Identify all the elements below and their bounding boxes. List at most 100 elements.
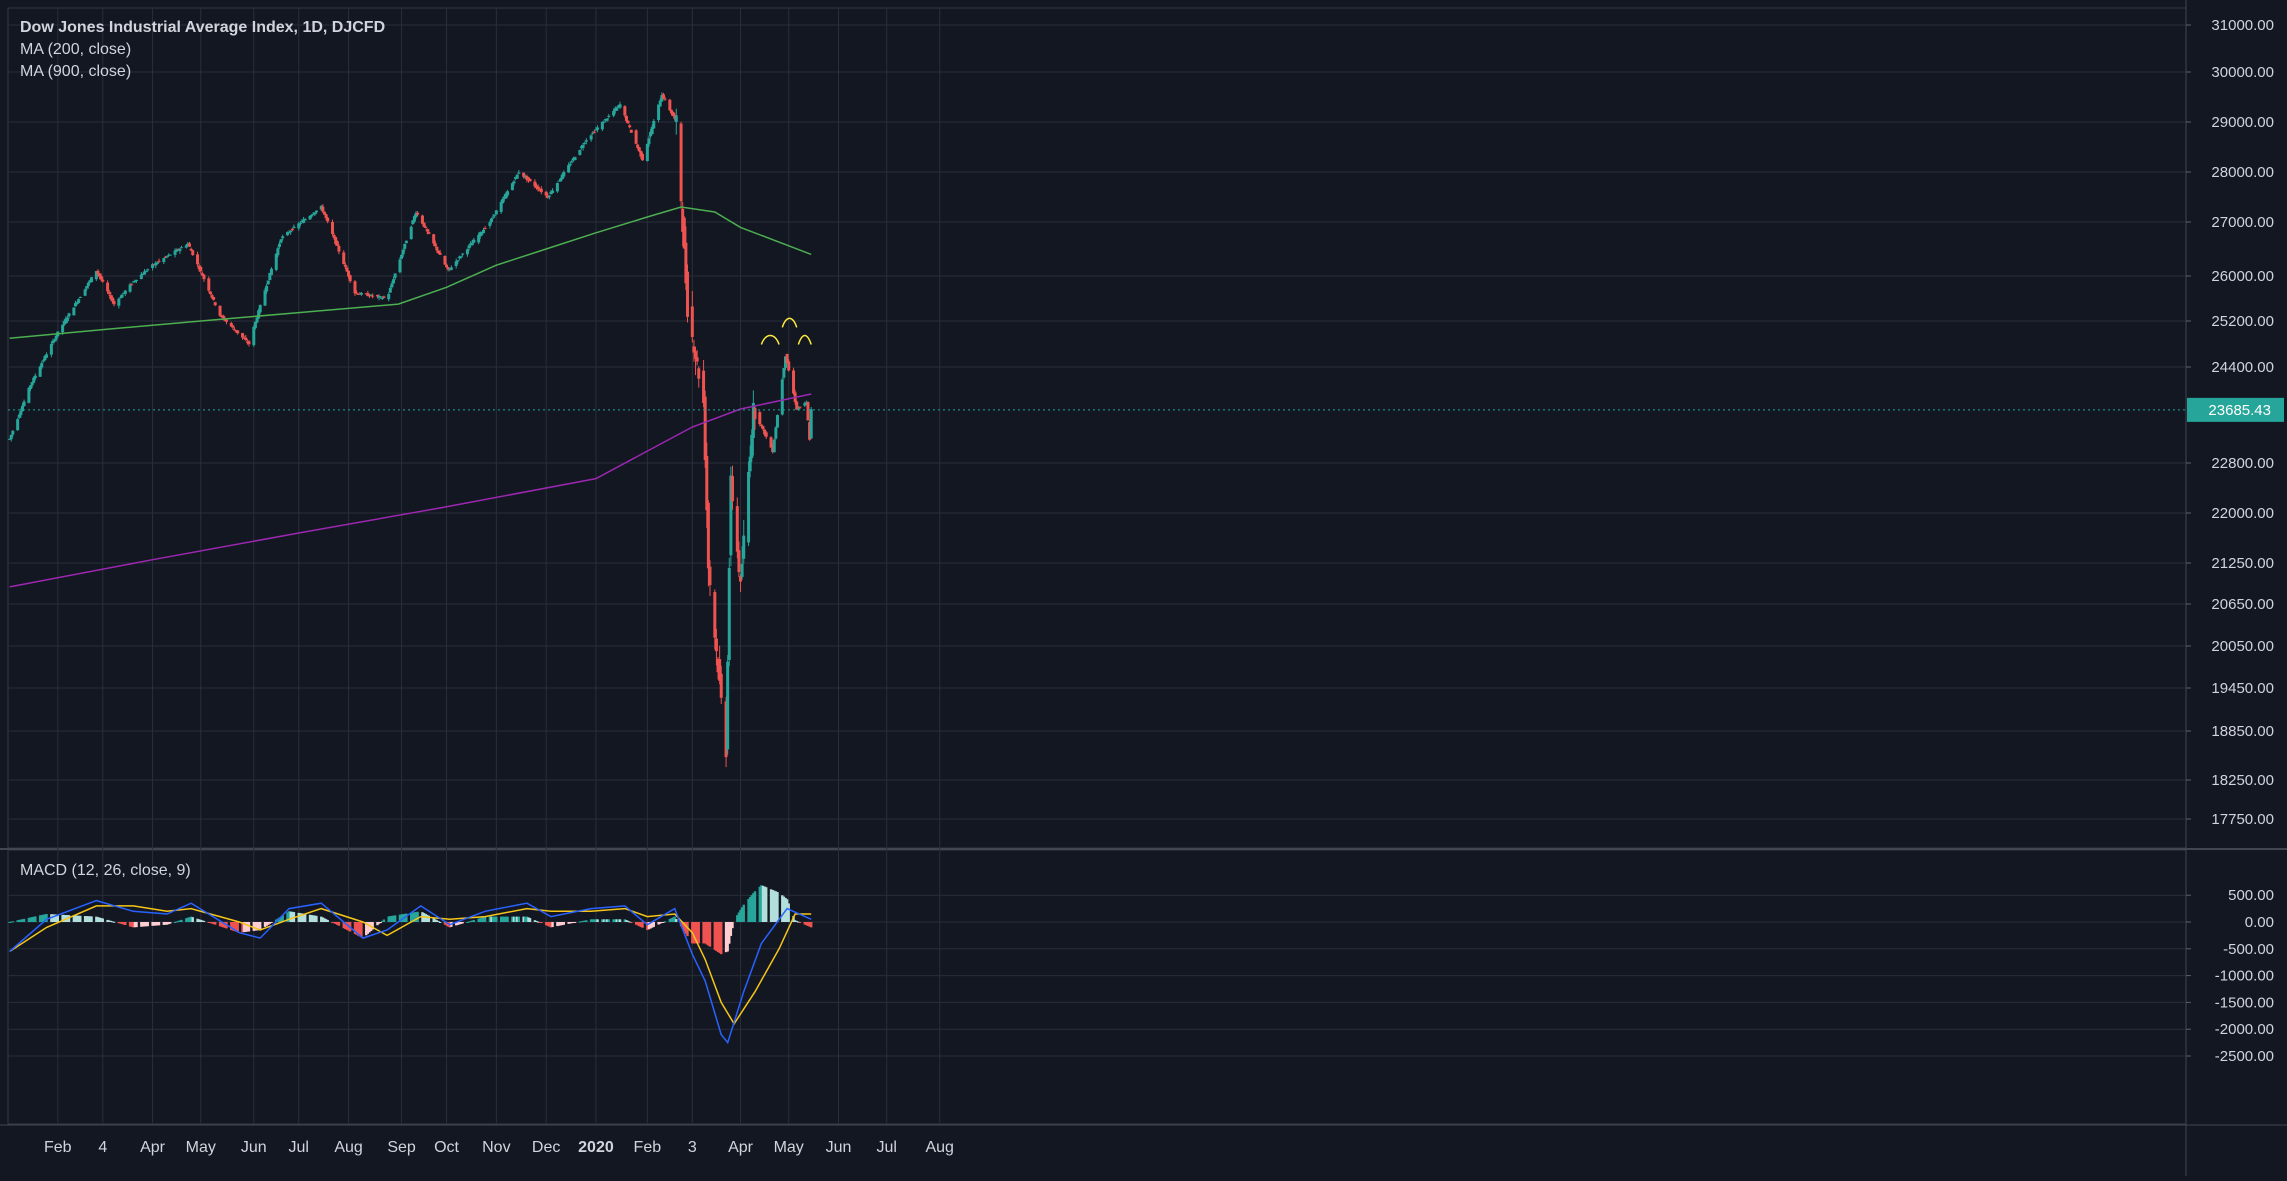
candle [692,339,696,362]
candle-body [456,260,460,262]
candle-body [83,289,87,296]
macd-histogram-bar [533,920,537,922]
macd-histogram-bar [469,921,472,923]
candle [724,696,728,768]
macd-histogram-bar [128,922,132,927]
candle-body [234,329,238,332]
candle-body [782,368,786,378]
macd-histogram-bar [188,917,191,922]
candle [308,215,312,220]
macd-histogram-bar [214,922,217,925]
candle-body [702,370,706,403]
candle [191,249,195,256]
candle [290,227,294,232]
candle-body [483,228,487,230]
macd-histogram-bar [771,889,774,922]
candle [624,115,628,123]
candle [94,270,98,281]
candle [422,222,426,228]
time-axis-label: Oct [434,1139,459,1156]
macd-histogram-bar [658,922,662,924]
macd-histogram-bar [753,891,757,922]
macd-histogram-bar [808,922,811,927]
candle-body [491,216,495,218]
time-axis-label: 2020 [578,1139,614,1156]
candle-body [647,138,651,145]
time-axis-label: Sep [387,1139,416,1156]
macd-histogram-bar [663,921,667,923]
candle [544,190,548,198]
macd-histogram-bar [77,915,80,922]
candle [43,354,47,362]
candle [253,321,257,330]
candle-body [607,115,611,117]
candle-body [112,301,116,305]
candle-body [792,370,796,394]
candle [477,232,481,245]
candle [708,560,712,597]
candle-body [61,324,65,333]
price-axis-label: 28000.00 [2211,164,2274,181]
macd-histogram-bar [434,919,437,922]
macd-histogram-bar [242,922,246,933]
macd-histogram-bar [202,920,206,922]
candle [493,214,497,218]
candle [75,301,79,306]
candle-body [168,254,172,256]
candle [207,276,211,293]
macd-histogram-bar [614,919,617,922]
candle-body [245,341,249,343]
macd-histogram-bar [758,886,761,922]
macd-histogram-bar [527,917,530,922]
price-axis-label: 27000.00 [2211,214,2274,231]
candle [364,292,368,295]
candle-body [559,178,563,182]
price-axis-label: 20650.00 [2211,596,2274,613]
candle-body [388,287,392,293]
macd-histogram-bar [321,917,325,922]
candle-body [652,120,656,129]
candle-body [64,318,68,324]
macd-histogram-bar [315,915,318,922]
macd-histogram-bar [472,920,476,922]
candle [96,269,100,277]
candle [571,156,575,162]
candle-body [366,293,370,297]
time-axis-label: Jun [826,1139,852,1156]
candle [281,234,285,241]
candle-body [671,112,675,117]
candle [674,108,678,135]
macd-histogram-bar [279,916,283,922]
macd-histogram-bar [736,915,739,922]
candle [581,142,585,151]
macd-histogram-bar [355,922,358,935]
candle [335,240,339,246]
candle-body [465,249,469,255]
candle-body [645,143,649,162]
price-axis-label: 29000.00 [2211,114,2274,131]
candle-body [404,240,408,244]
macd-histogram-bar [594,919,598,922]
candle [287,229,291,234]
candle [189,247,193,251]
candle-body [220,316,224,318]
candle [769,436,773,448]
macd-histogram-bar [337,922,341,926]
candle-body [549,191,553,195]
macd-histogram-bar [583,920,586,922]
time-axis-label: Nov [482,1139,510,1156]
macd-histogram-bar [649,922,652,929]
macd-histogram-bar [557,922,561,926]
macd-histogram-bar [263,922,267,927]
candle [322,211,326,215]
macd-histogram-bar [312,915,315,922]
candle [176,248,180,251]
candle-body [785,353,789,364]
candle [461,253,465,257]
candle-body [313,212,317,215]
candle-body [771,445,775,453]
candle-body [173,250,177,255]
candle [146,268,150,272]
candle-body [604,118,608,121]
